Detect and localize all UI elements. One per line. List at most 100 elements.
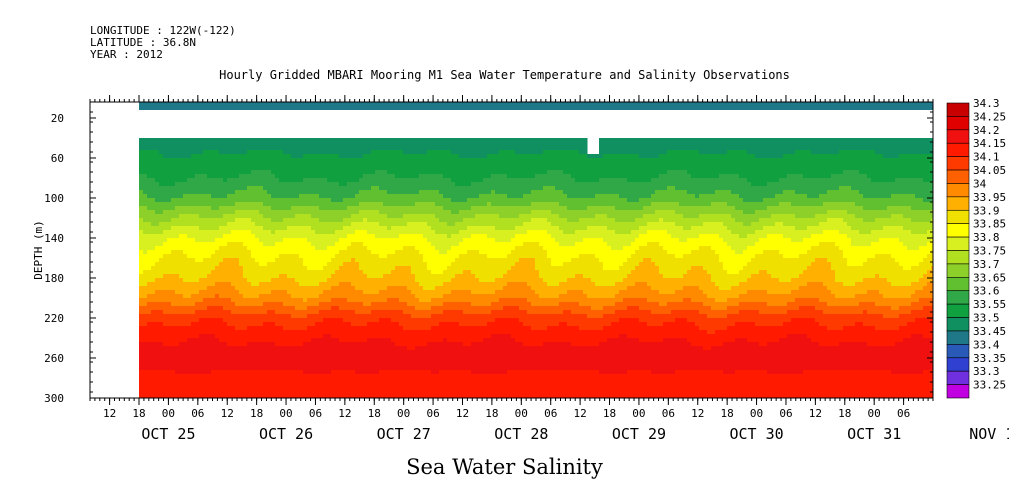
heatmap-cell	[403, 202, 408, 207]
heatmap-cell	[195, 270, 200, 275]
heatmap-cell	[323, 282, 328, 287]
heatmap-cell	[159, 270, 164, 275]
heatmap-cell	[143, 170, 148, 175]
heatmap-cell	[355, 290, 360, 295]
heatmap-cell	[355, 346, 360, 351]
heatmap-cell	[303, 230, 308, 235]
heatmap-cell	[227, 150, 232, 155]
heatmap-cell	[147, 202, 152, 207]
heatmap-cell	[303, 342, 308, 347]
heatmap-cell	[431, 190, 436, 195]
heatmap-cell	[391, 394, 396, 399]
heatmap-cell	[175, 162, 180, 167]
heatmap-cell	[275, 350, 280, 355]
heatmap-cell	[427, 254, 432, 259]
heatmap-cell	[323, 222, 328, 227]
heatmap-cell	[211, 230, 216, 235]
heatmap-cell	[375, 322, 380, 327]
heatmap-cell	[267, 234, 272, 239]
heatmap-cell	[367, 174, 372, 179]
heatmap-cell	[275, 354, 280, 359]
heatmap-cell	[187, 246, 192, 251]
heatmap-cell	[143, 310, 148, 315]
heatmap-cell	[287, 210, 292, 215]
heatmap-cell	[207, 222, 212, 227]
heatmap-cell	[239, 162, 244, 167]
heatmap-cell	[147, 138, 152, 143]
heatmap-cell	[315, 278, 320, 283]
heatmap-cell	[319, 206, 324, 211]
heatmap-cell	[323, 178, 328, 183]
heatmap-cell	[171, 150, 176, 155]
heatmap-cell	[259, 202, 264, 207]
heatmap-cell	[163, 246, 168, 251]
heatmap-cell	[143, 290, 148, 295]
heatmap-cell	[363, 338, 368, 343]
heatmap-cell	[247, 362, 252, 367]
heatmap-cell	[255, 306, 260, 311]
heatmap-cell	[243, 174, 248, 179]
heatmap-cell	[183, 146, 188, 151]
heatmap-cell	[431, 330, 436, 335]
heatmap-cell	[403, 358, 408, 363]
heatmap-cell	[243, 394, 248, 399]
heatmap-cell	[275, 150, 280, 155]
heatmap-cell	[403, 326, 408, 331]
heatmap-cell	[139, 358, 144, 363]
heatmap-cell	[327, 254, 332, 259]
heatmap-cell	[179, 170, 184, 175]
heatmap-cell	[323, 294, 328, 299]
heatmap-cell	[363, 270, 368, 275]
heatmap-cell	[403, 182, 408, 187]
heatmap-cell	[155, 322, 160, 327]
heatmap-cell	[383, 270, 388, 275]
heatmap-cell	[235, 358, 240, 363]
heatmap-cell	[379, 354, 384, 359]
heatmap-cell	[231, 270, 236, 275]
heatmap-cell	[291, 138, 296, 143]
heatmap-cell	[235, 334, 240, 339]
heatmap-cell	[183, 158, 188, 163]
heatmap-cell	[375, 334, 380, 339]
heatmap-cell	[359, 258, 364, 263]
heatmap-cell	[371, 350, 376, 355]
heatmap-cell	[239, 338, 244, 343]
heatmap-cell	[307, 206, 312, 211]
heatmap-cell	[211, 146, 216, 151]
heatmap-cell	[439, 326, 444, 331]
heatmap-cell	[199, 206, 204, 211]
heatmap-cell	[147, 322, 152, 327]
heatmap-cell	[387, 302, 392, 307]
heatmap-cell	[411, 322, 416, 327]
heatmap-cell	[171, 190, 176, 195]
heatmap-cell	[195, 170, 200, 175]
heatmap-cell	[359, 306, 364, 311]
heatmap-cell	[371, 330, 376, 335]
heatmap-cell	[163, 138, 168, 143]
heatmap-cell	[319, 210, 324, 215]
heatmap-cell	[159, 374, 164, 379]
heatmap-cell	[227, 390, 232, 395]
heatmap-cell	[347, 202, 352, 207]
heatmap-cell	[227, 326, 232, 331]
heatmap-cell	[335, 226, 340, 231]
heatmap-cell	[235, 362, 240, 367]
heatmap-cell	[311, 326, 316, 331]
heatmap-cell	[143, 258, 148, 263]
heatmap-cell	[139, 138, 144, 143]
heatmap-cell	[191, 166, 196, 171]
heatmap-cell	[275, 378, 280, 383]
heatmap-cell	[179, 202, 184, 207]
heatmap-cell	[147, 170, 152, 175]
heatmap-cell	[179, 306, 184, 311]
heatmap-cell	[203, 210, 208, 215]
heatmap-cell	[239, 366, 244, 371]
heatmap-cell	[239, 314, 244, 319]
heatmap-cell	[223, 354, 228, 359]
heatmap-cell	[307, 210, 312, 215]
heatmap-cell	[391, 210, 396, 215]
heatmap-cell	[275, 138, 280, 143]
heatmap-cell	[411, 378, 416, 383]
heatmap-cell	[243, 270, 248, 275]
heatmap-cell	[335, 370, 340, 375]
